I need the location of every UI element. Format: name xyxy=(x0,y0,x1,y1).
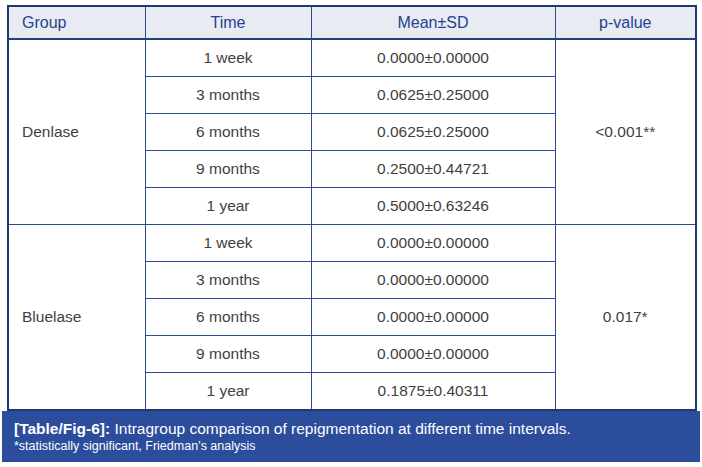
figure-caption: [Table/Fig-6]: Intragroup comparison of … xyxy=(14,419,688,438)
mean-sd-cell: 0.0625±0.25000 xyxy=(311,114,555,151)
time-cell: 6 months xyxy=(145,299,311,336)
repigmentation-table: Group Time Mean±SD p-value Denlase 1 wee… xyxy=(7,5,697,411)
header-group: Group xyxy=(8,6,145,39)
time-cell: 3 months xyxy=(145,77,311,114)
mean-sd-cell: 0.5000±0.63246 xyxy=(311,188,555,225)
mean-sd-cell: 0.0000±0.00000 xyxy=(311,39,555,77)
mean-sd-cell: 0.0000±0.00000 xyxy=(311,262,555,299)
table-row: Bluelase 1 week 0.0000±0.00000 0.017* xyxy=(8,225,696,262)
figure-page: Group Time Mean±SD p-value Denlase 1 wee… xyxy=(0,0,702,467)
time-cell: 1 year xyxy=(145,373,311,411)
time-cell: 1 year xyxy=(145,188,311,225)
figure-caption-text: Intragroup comparison of repigmentation … xyxy=(110,420,571,437)
p-value-bluelase: 0.017* xyxy=(555,225,696,411)
time-cell: 9 months xyxy=(145,336,311,373)
header-mean-sd: Mean±SD xyxy=(311,6,555,39)
p-value-denlase: <0.001** xyxy=(555,39,696,225)
mean-sd-cell: 0.0000±0.00000 xyxy=(311,336,555,373)
mean-sd-cell: 0.2500±0.44721 xyxy=(311,151,555,188)
time-cell: 6 months xyxy=(145,114,311,151)
time-cell: 1 week xyxy=(145,225,311,262)
header-time: Time xyxy=(145,6,311,39)
header-row: Group Time Mean±SD p-value xyxy=(8,6,696,39)
figure-caption-label: [Table/Fig-6]: xyxy=(14,420,110,437)
time-cell: 9 months xyxy=(145,151,311,188)
time-cell: 3 months xyxy=(145,262,311,299)
mean-sd-cell: 0.1875±0.40311 xyxy=(311,373,555,411)
group-name-bluelase: Bluelase xyxy=(8,225,145,411)
table-container: Group Time Mean±SD p-value Denlase 1 wee… xyxy=(0,0,702,411)
header-p-value: p-value xyxy=(555,6,696,39)
mean-sd-cell: 0.0625±0.25000 xyxy=(311,77,555,114)
group-name-denlase: Denlase xyxy=(8,39,145,225)
mean-sd-cell: 0.0000±0.00000 xyxy=(311,225,555,262)
mean-sd-cell: 0.0000±0.00000 xyxy=(311,299,555,336)
figure-footnote: *statistically significant, Friedman’s a… xyxy=(14,438,688,454)
table-row: Denlase 1 week 0.0000±0.00000 <0.001** xyxy=(8,39,696,77)
figure-caption-band: [Table/Fig-6]: Intragroup comparison of … xyxy=(2,411,700,462)
time-cell: 1 week xyxy=(145,39,311,77)
